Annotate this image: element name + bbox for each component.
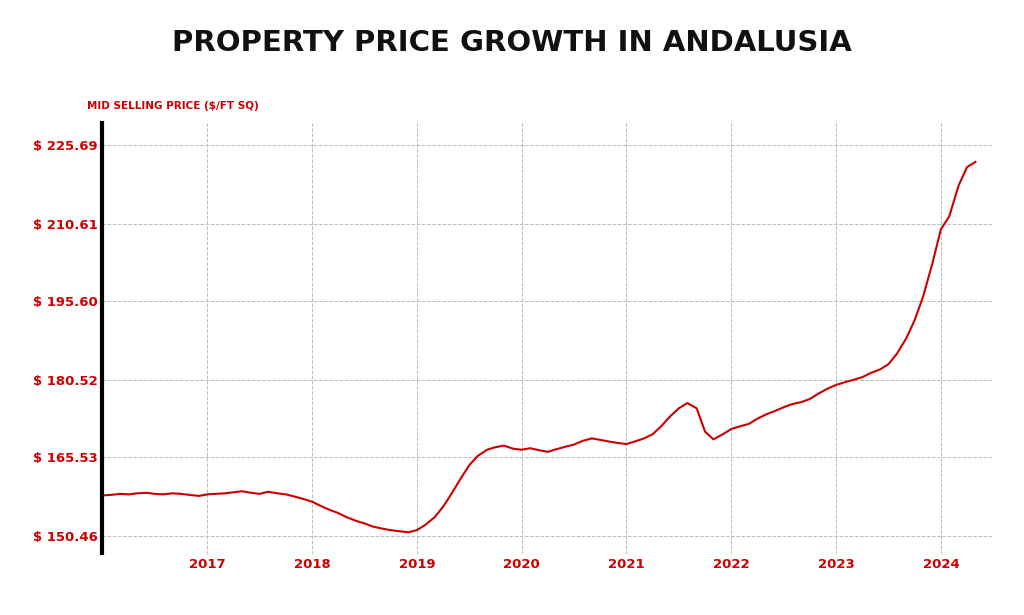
- Text: PROPERTY PRICE GROWTH IN ANDALUSIA: PROPERTY PRICE GROWTH IN ANDALUSIA: [172, 29, 852, 57]
- Text: MID SELLING PRICE ($/FT SQ): MID SELLING PRICE ($/FT SQ): [87, 101, 259, 111]
